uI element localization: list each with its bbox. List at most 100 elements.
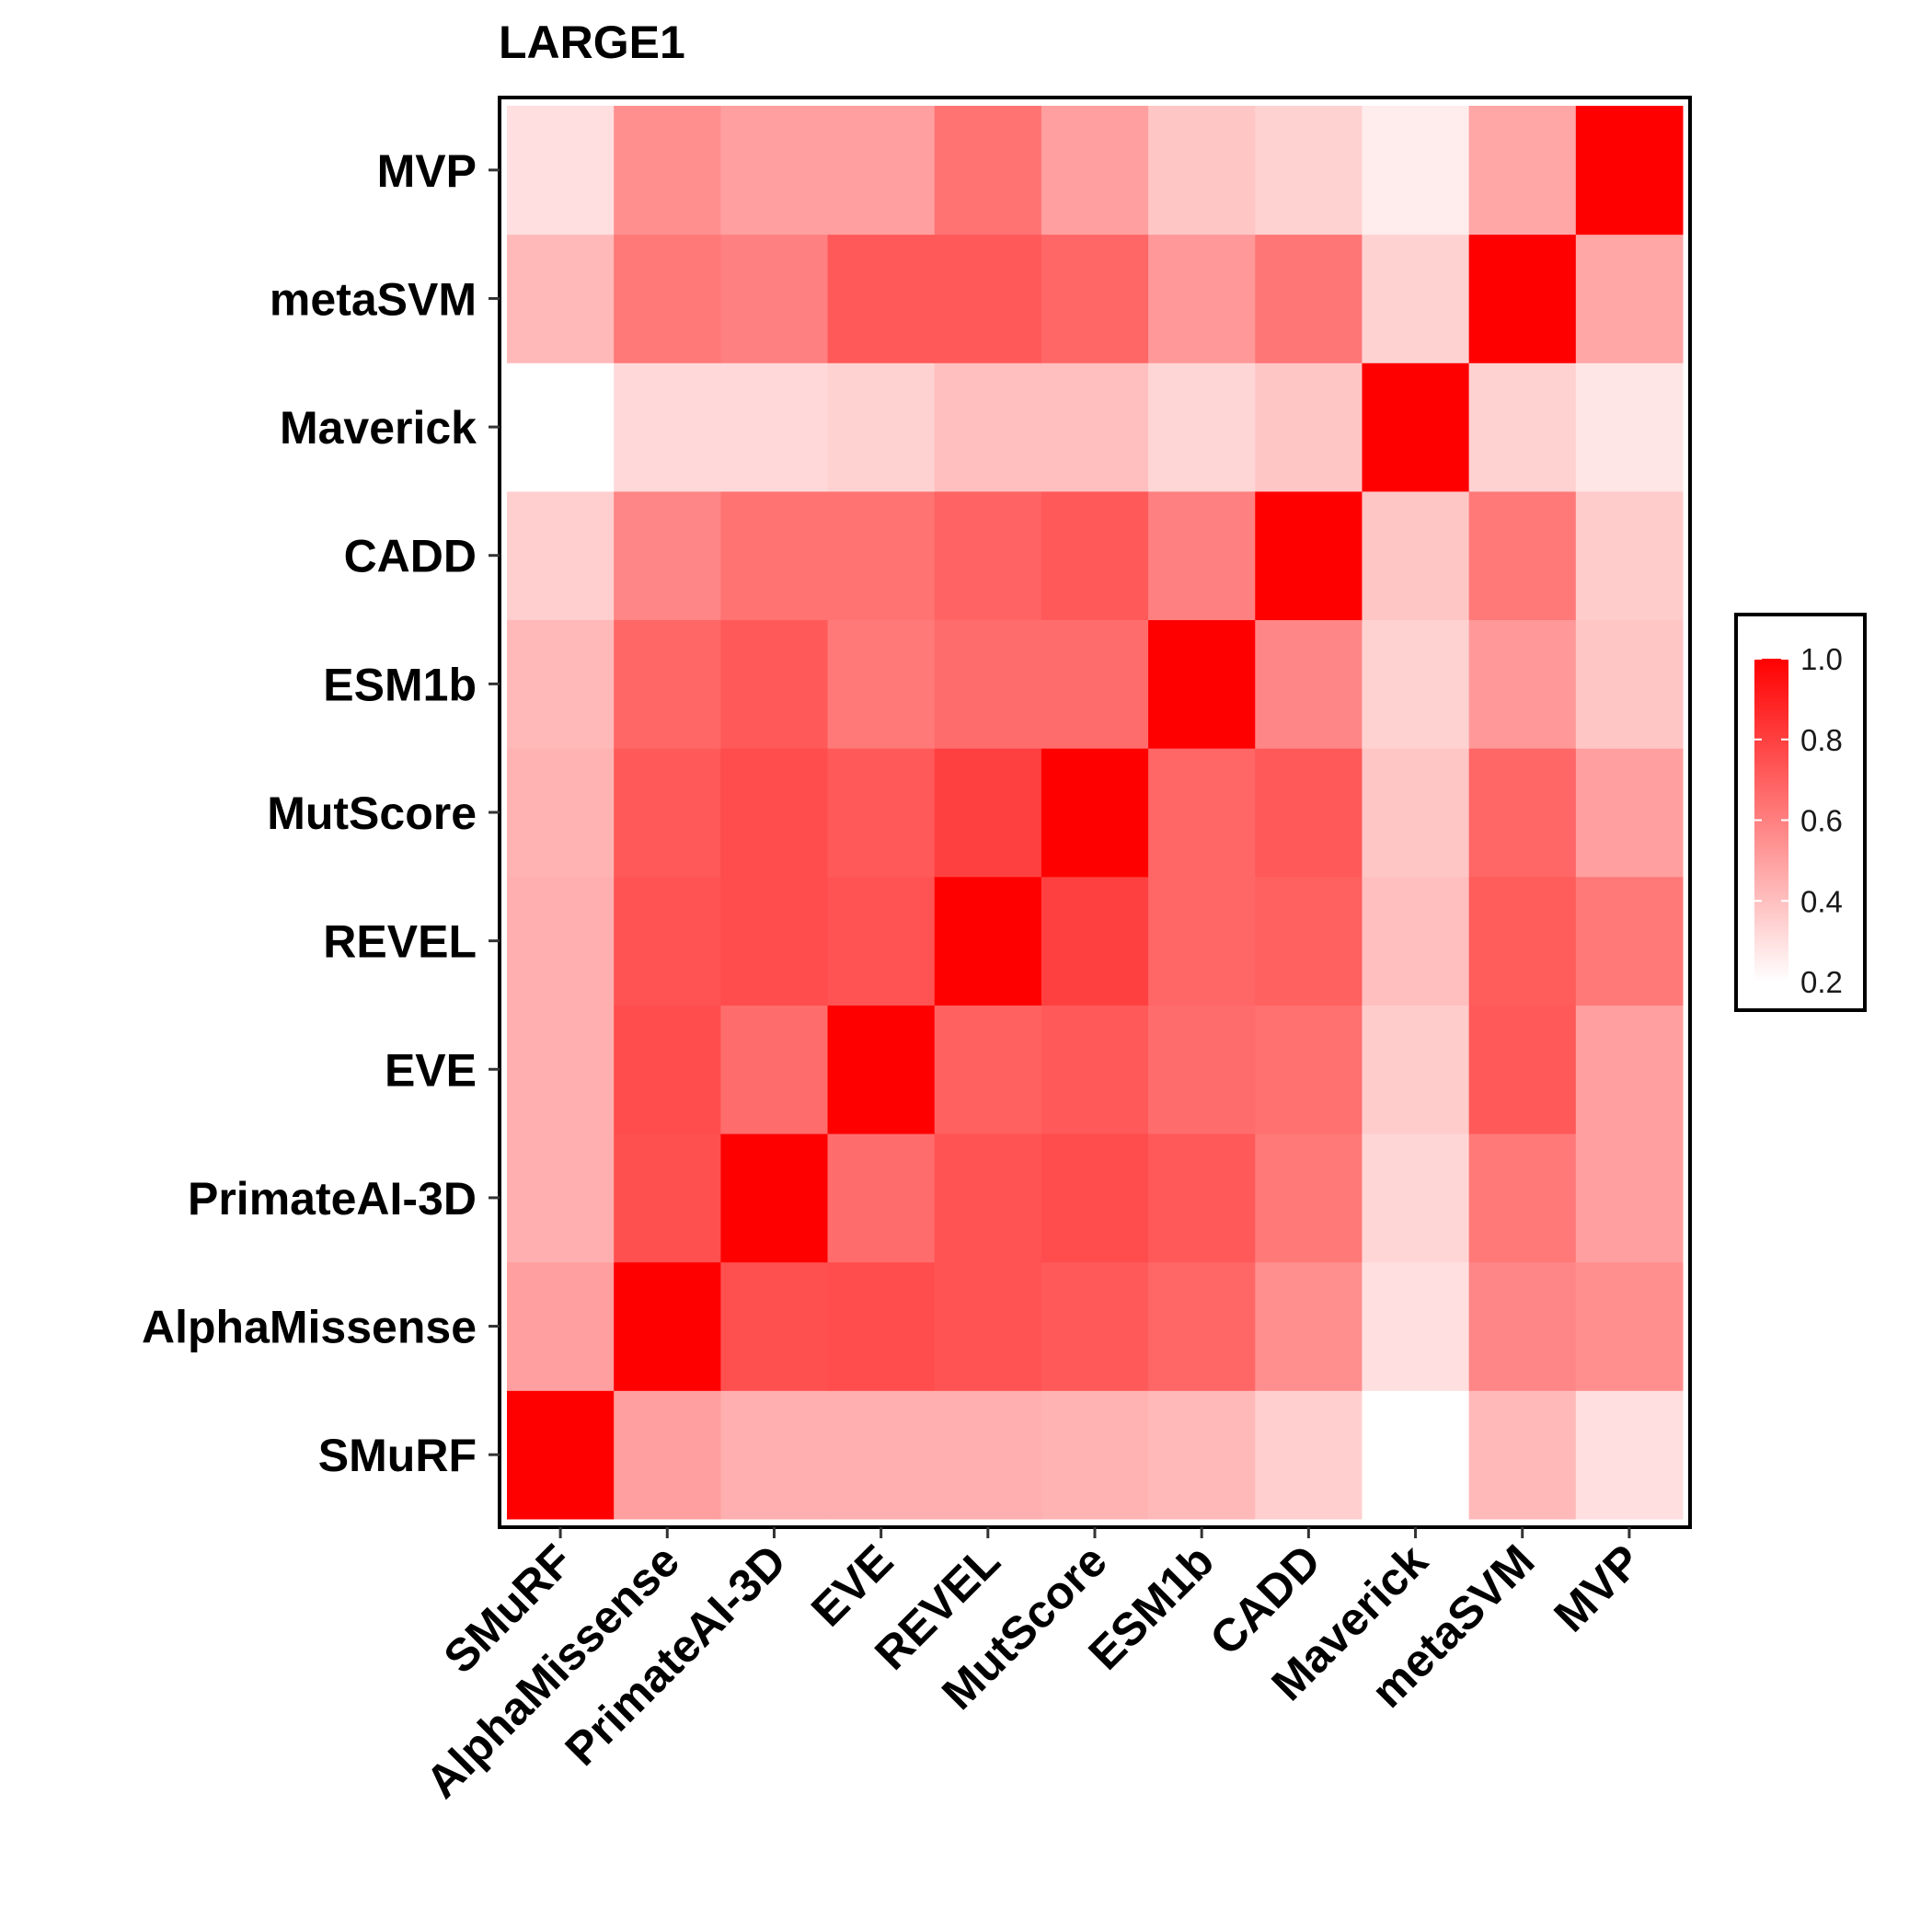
- heatmap-cell: [934, 234, 1042, 363]
- legend-tick-label: 1.0: [1800, 642, 1843, 676]
- heatmap-cell: [1148, 234, 1256, 363]
- heatmap-cell: [827, 876, 936, 1006]
- heatmap-cell: [614, 234, 721, 363]
- heatmap-cell: [1255, 1005, 1363, 1134]
- heatmap-cell: [1041, 1261, 1149, 1391]
- heatmap-cell: [1575, 490, 1684, 621]
- heatmap-cell: [1362, 876, 1470, 1006]
- heatmap-cell: [507, 1133, 615, 1263]
- heatmap-cell: [614, 106, 721, 236]
- heatmap-cell: [934, 876, 1042, 1006]
- heatmap-cell: [827, 362, 936, 492]
- heatmap-cell: [827, 619, 936, 749]
- x-tick-label: MVP: [1544, 1535, 1650, 1641]
- heatmap-cell: [507, 106, 615, 236]
- heatmap-cell: [507, 1005, 615, 1134]
- heatmap-cell: [1148, 490, 1256, 621]
- y-tick-label: REVEL: [323, 916, 477, 968]
- heatmap-cell: [1041, 1390, 1149, 1520]
- y-tick-label: CADD: [344, 531, 477, 582]
- heatmap-cell: [1041, 876, 1149, 1006]
- heatmap-cell: [1255, 876, 1363, 1006]
- heatmap-cell: [614, 619, 721, 749]
- heatmap-cells: [507, 106, 1684, 1520]
- heatmap-cell: [720, 234, 829, 363]
- heatmap-cell: [934, 1390, 1042, 1520]
- heatmap-cell: [1468, 1390, 1577, 1520]
- heatmap-cell: [827, 1390, 936, 1520]
- heatmap-cell: [507, 876, 615, 1006]
- heatmap-cell: [614, 1261, 721, 1391]
- legend-tick-label: 0.6: [1800, 804, 1843, 838]
- heatmap-cell: [1255, 748, 1363, 878]
- heatmap-cell: [720, 490, 829, 621]
- heatmap-cell: [934, 619, 1042, 749]
- heatmap-cell: [1468, 1133, 1577, 1263]
- heatmap-cell: [934, 1261, 1042, 1391]
- heatmap-cell: [720, 1005, 829, 1134]
- heatmap-cell: [1362, 234, 1470, 363]
- heatmap-cell: [1575, 234, 1684, 363]
- heatmap-cell: [1575, 106, 1684, 236]
- heatmap-cell: [720, 748, 829, 878]
- heatmap-cell: [1468, 234, 1577, 363]
- heatmap-cell: [1362, 1390, 1470, 1520]
- heatmap-cell: [827, 106, 936, 236]
- heatmap-cell: [1575, 362, 1684, 492]
- heatmap-cell: [1575, 1005, 1684, 1134]
- heatmap-cell: [1468, 876, 1577, 1006]
- heatmap-cell: [934, 1005, 1042, 1134]
- heatmap-cell: [1468, 619, 1577, 749]
- heatmap-cell: [1148, 362, 1256, 492]
- heatmap-cell: [1041, 1133, 1149, 1263]
- heatmap-cell: [827, 1005, 936, 1134]
- color-legend: 1.0 0.8 0.6 0.4 0.2: [1734, 613, 1867, 1012]
- heatmap-cell: [720, 106, 829, 236]
- heatmap-cell: [934, 490, 1042, 621]
- heatmap-cell: [1575, 1261, 1684, 1391]
- y-tick-label: metaSVM: [270, 273, 477, 325]
- heatmap-cell: [1148, 106, 1256, 236]
- heatmap-cell: [1255, 619, 1363, 749]
- heatmap-cell: [614, 1133, 721, 1263]
- legend-tick-label: 0.4: [1800, 884, 1843, 918]
- heatmap-cell: [1148, 1005, 1256, 1134]
- heatmap-cell: [1468, 748, 1577, 878]
- heatmap-cell: [1362, 1133, 1470, 1263]
- heatmap-cell: [1362, 106, 1470, 236]
- heatmap-cell: [1468, 362, 1577, 492]
- heatmap-cell: [1041, 490, 1149, 621]
- heatmap-cell: [720, 619, 829, 749]
- heatmap-cell: [1148, 748, 1256, 878]
- heatmap-cell: [1255, 1261, 1363, 1391]
- heatmap-cell: [827, 748, 936, 878]
- heatmap-cell: [1148, 1390, 1256, 1520]
- heatmap-cell: [1148, 619, 1256, 749]
- heatmap-cell: [1255, 490, 1363, 621]
- heatmap-cell: [934, 1133, 1042, 1263]
- y-tick-label: Maverick: [280, 402, 477, 454]
- y-tick-label: SMuRF: [318, 1430, 477, 1481]
- heatmap-cell: [1148, 1261, 1256, 1391]
- legend-tick-label: 0.2: [1800, 965, 1843, 999]
- heatmap-cell: [614, 1390, 721, 1520]
- heatmap-cell: [1575, 1133, 1684, 1263]
- y-tick-label: ESM1b: [323, 659, 477, 710]
- heatmap-cell: [614, 876, 721, 1006]
- heatmap-cell: [614, 362, 721, 492]
- heatmap-cell: [1362, 1261, 1470, 1391]
- heatmap-cell: [1148, 1133, 1256, 1263]
- heatmap-cell: [1575, 748, 1684, 878]
- heatmap-cell: [507, 619, 615, 749]
- heatmap-cell: [827, 490, 936, 621]
- heatmap-cell: [1041, 234, 1149, 363]
- y-tick-label: MutScore: [267, 788, 477, 839]
- heatmap-cell: [1362, 490, 1470, 621]
- heatmap-cell: [720, 1261, 829, 1391]
- heatmap-cell: [614, 490, 721, 621]
- heatmap-cell: [1362, 748, 1470, 878]
- y-axis: SMuRF AlphaMissense PrimateAI-3D EVE REVEL Mu…: [142, 145, 500, 1481]
- heatmap-cell: [827, 1261, 936, 1391]
- heatmap-cell: [1041, 106, 1149, 236]
